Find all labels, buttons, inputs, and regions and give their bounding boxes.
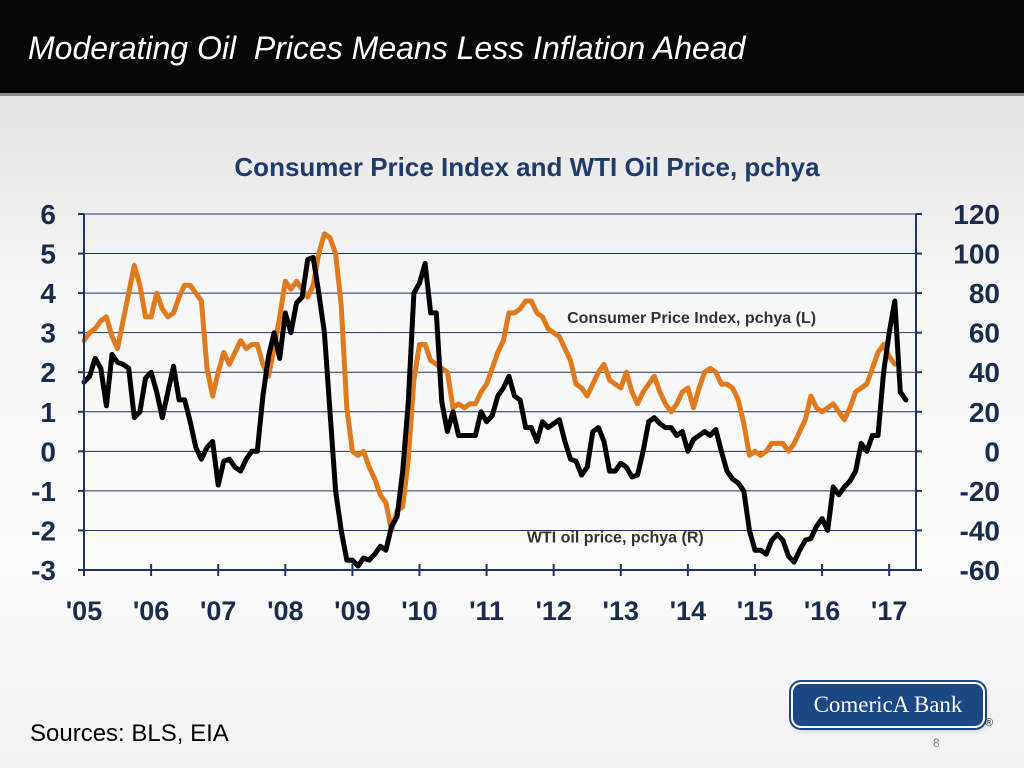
left-tick-label: -3: [31, 555, 56, 586]
right-tick-label: 80: [969, 278, 1000, 309]
logo-text: ComericA Bank: [813, 692, 963, 717]
left-tick-label: 1: [40, 397, 56, 428]
left-tick-label: 0: [40, 436, 56, 467]
sources-note: Sources: BLS, EIA: [30, 720, 229, 747]
x-tick-label: '11: [469, 596, 504, 626]
series-lines: [81, 231, 909, 569]
right-tick-label: -60: [960, 555, 1000, 586]
left-tick-label: 3: [40, 318, 56, 349]
right-tick-label: 120: [953, 199, 1000, 230]
right-tick-label: 0: [984, 436, 1000, 467]
left-tick-label: 4: [40, 278, 56, 309]
slide-title: Moderating Oil Prices Means Less Inflati…: [28, 30, 746, 66]
x-tick-label: '08: [267, 596, 303, 626]
x-tick-label: '10: [401, 596, 437, 626]
x-tick-label: '13: [603, 596, 639, 626]
x-tick-label: '14: [670, 596, 706, 626]
axes: [78, 213, 922, 576]
right-tick-label: -20: [960, 476, 1000, 507]
right-tick-label: 60: [969, 318, 1000, 349]
cpi-series-label: Consumer Price Index, pchya (L): [567, 310, 816, 327]
wti-series-label: WTI oil price, pchya (R): [527, 529, 704, 546]
x-tick-label: '05: [66, 596, 102, 626]
x-tick-label: '12: [535, 596, 571, 626]
tick-labels: 6 5 4 3 2 1 0 -1 -2 -3 120 100 80 60 40 20 0 -20 -40 -60 '05…: [31, 199, 1000, 626]
right-tick-label: -40: [960, 515, 1000, 546]
page-number: 8: [933, 736, 940, 750]
x-tick-label: '07: [200, 596, 236, 626]
left-tick-label: -1: [31, 476, 56, 507]
x-tick-label: '09: [334, 596, 370, 626]
cpi-series-line: [81, 231, 898, 533]
registered-mark: ®: [985, 717, 994, 729]
x-tick-label: '17: [871, 596, 907, 626]
x-tick-label: '15: [737, 596, 773, 626]
left-tick-label: 5: [40, 239, 56, 270]
left-tick-label: -2: [31, 515, 56, 546]
left-tick-label: 6: [40, 199, 56, 230]
slide-background: [0, 96, 1024, 768]
wti-series-line: [81, 255, 909, 569]
x-tick-label: '16: [804, 596, 840, 626]
right-tick-label: 100: [953, 239, 1000, 270]
chart-title: Consumer Price Index and WTI Oil Price, …: [234, 152, 820, 182]
left-tick-label: 2: [40, 357, 56, 388]
right-tick-label: 20: [969, 397, 1000, 428]
x-tick-label: '06: [133, 596, 169, 626]
right-tick-label: 40: [969, 357, 1000, 388]
comerica-bank-logo: ComericA Bank: [793, 684, 983, 726]
title-bar: Moderating Oil Prices Means Less Inflati…: [0, 0, 1024, 96]
